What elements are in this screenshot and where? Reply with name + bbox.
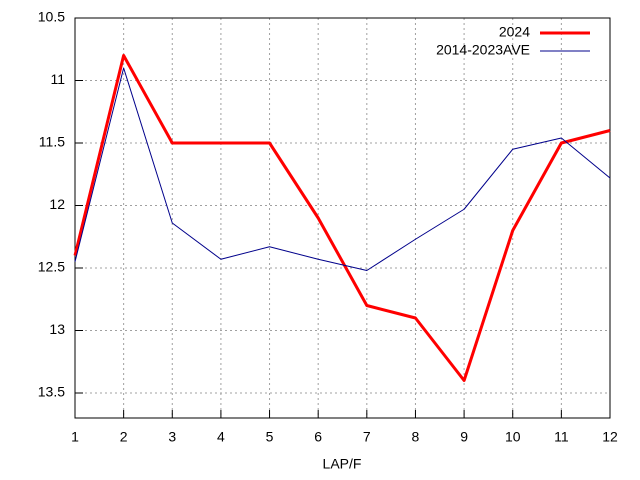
x-tick-label: 7 <box>363 429 371 445</box>
x-tick-label: 9 <box>460 429 468 445</box>
y-tick-label: 13 <box>49 321 65 337</box>
x-tick-label: 6 <box>314 429 322 445</box>
x-tick-label: 12 <box>602 429 618 445</box>
legend-label: 2014-2023AVE <box>436 42 530 58</box>
series-line <box>73 54 611 382</box>
y-tick-label: 11.5 <box>39 134 65 150</box>
x-tick-label: 2 <box>120 429 128 445</box>
plot-frame <box>74 17 611 419</box>
x-tick-label: 10 <box>505 429 521 445</box>
x-tick-label: 1 <box>71 429 79 445</box>
x-axis-label: LAP/F <box>323 456 362 472</box>
y-tick-label: 11 <box>50 71 65 87</box>
x-tick-label: 4 <box>217 429 225 445</box>
x-tick-label: 3 <box>168 429 176 445</box>
y-tick-label: 12 <box>49 196 65 212</box>
y-tick-label: 12.5 <box>38 259 65 275</box>
y-tick-label: 13.5 <box>38 384 65 400</box>
y-tick-label: 10.5 <box>38 9 65 25</box>
legend-label: 2024 <box>499 24 530 40</box>
x-tick-label: 5 <box>266 429 274 445</box>
series-line <box>74 67 611 271</box>
x-tick-label: 8 <box>412 429 420 445</box>
x-tick-label: 11 <box>554 429 569 445</box>
